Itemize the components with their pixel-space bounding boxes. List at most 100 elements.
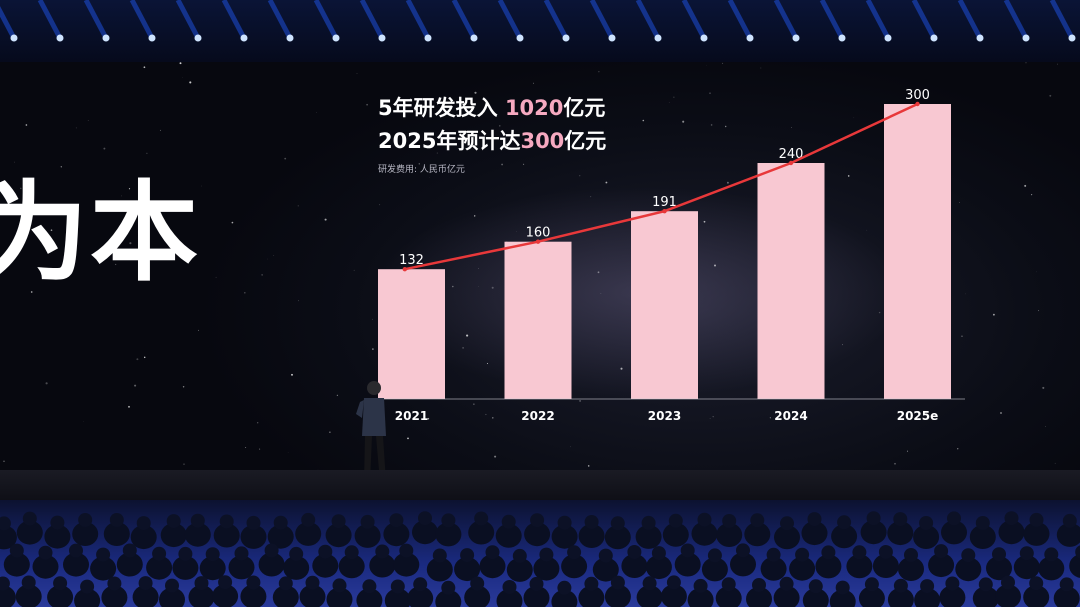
light-bulb xyxy=(654,34,662,42)
audience-shoulders xyxy=(578,524,605,548)
audience-head xyxy=(109,513,124,527)
light-bulb xyxy=(930,34,938,42)
audience-head xyxy=(360,514,375,529)
star xyxy=(128,188,131,190)
audience-shoulders xyxy=(872,554,899,578)
audience-shoulders xyxy=(228,555,255,580)
x-tick-2023: 2023 xyxy=(648,409,681,423)
audience-head xyxy=(218,575,233,590)
star xyxy=(473,403,475,405)
star xyxy=(372,348,374,350)
audience-head xyxy=(779,576,794,591)
light-beam xyxy=(267,0,293,40)
light-beam xyxy=(37,0,63,40)
light-beam xyxy=(359,0,385,40)
audience-shoulders xyxy=(744,522,771,547)
star xyxy=(267,258,269,260)
audience-shoulders xyxy=(860,520,887,545)
audience-shoulders xyxy=(715,586,742,607)
star xyxy=(769,417,771,419)
audience-shoulders xyxy=(184,522,211,547)
light-beam xyxy=(313,0,339,40)
audience-head xyxy=(722,514,737,528)
audience-head xyxy=(598,548,613,563)
star xyxy=(54,204,56,207)
star xyxy=(501,163,503,166)
star xyxy=(182,386,185,388)
audience-shoulders xyxy=(495,523,522,548)
light-bulb xyxy=(286,34,294,42)
audience-head xyxy=(178,546,193,561)
audience-head xyxy=(1029,512,1044,527)
audience-shoulders xyxy=(295,521,322,546)
star xyxy=(409,98,412,100)
audience-shoulders xyxy=(506,557,533,582)
star xyxy=(429,171,431,174)
star xyxy=(1025,62,1027,64)
star xyxy=(115,263,117,266)
audience-shoulders xyxy=(312,553,339,578)
star xyxy=(1057,63,1058,65)
audience-head xyxy=(878,545,893,559)
audience-head xyxy=(305,575,320,590)
audience-head xyxy=(780,516,794,531)
audience-head xyxy=(610,516,625,531)
audience-head xyxy=(264,543,279,558)
audience-head xyxy=(666,575,681,590)
audience-shoulders xyxy=(16,520,43,545)
data-label-2021: 132 xyxy=(399,253,424,268)
audience-head xyxy=(470,576,485,591)
star xyxy=(1024,184,1027,187)
star xyxy=(103,147,106,150)
audience-shoulders xyxy=(972,586,999,607)
star xyxy=(703,220,706,223)
light-beam xyxy=(83,0,109,40)
audience-shoulders xyxy=(1023,521,1050,546)
light-beam xyxy=(727,0,753,40)
bar-2025e xyxy=(884,104,951,399)
audience-head xyxy=(246,575,261,590)
audience-shoulders xyxy=(258,552,285,577)
audience-head xyxy=(190,513,205,528)
light-bulb xyxy=(424,34,432,42)
star xyxy=(894,462,896,465)
audience-head xyxy=(864,577,879,592)
light-beam xyxy=(865,0,891,40)
audience-shoulders xyxy=(1056,522,1080,547)
audience-shoulders xyxy=(914,588,941,607)
audience-head xyxy=(750,513,765,528)
light-bulb xyxy=(332,34,340,42)
audience-head xyxy=(194,576,209,591)
audience-shoulders xyxy=(15,584,42,607)
audience-shoulders xyxy=(212,584,239,607)
audience-shoulders xyxy=(159,587,185,607)
audience-head xyxy=(584,515,599,529)
audience-shoulders xyxy=(272,585,299,607)
star xyxy=(1000,412,1002,414)
star xyxy=(388,163,390,165)
star xyxy=(68,206,70,208)
audience-head xyxy=(934,544,949,559)
audience-head xyxy=(539,547,554,562)
star xyxy=(485,413,487,416)
star xyxy=(466,334,469,337)
audience-head xyxy=(0,576,10,591)
star xyxy=(523,163,525,165)
star xyxy=(725,125,727,128)
star xyxy=(474,215,476,217)
light-bulb xyxy=(240,34,248,42)
audience-shoulders xyxy=(199,556,226,581)
audience-head xyxy=(432,548,447,563)
audience-head xyxy=(947,511,961,526)
star xyxy=(297,205,299,207)
light-bulb xyxy=(516,34,524,42)
light-beam xyxy=(589,0,615,40)
audience-shoulders xyxy=(635,524,662,549)
star xyxy=(143,356,146,359)
audience-shoulders xyxy=(887,587,914,607)
audience-head xyxy=(273,515,288,530)
star xyxy=(1054,462,1056,464)
star xyxy=(760,67,762,69)
light-bulb xyxy=(194,34,202,42)
star xyxy=(866,229,868,231)
